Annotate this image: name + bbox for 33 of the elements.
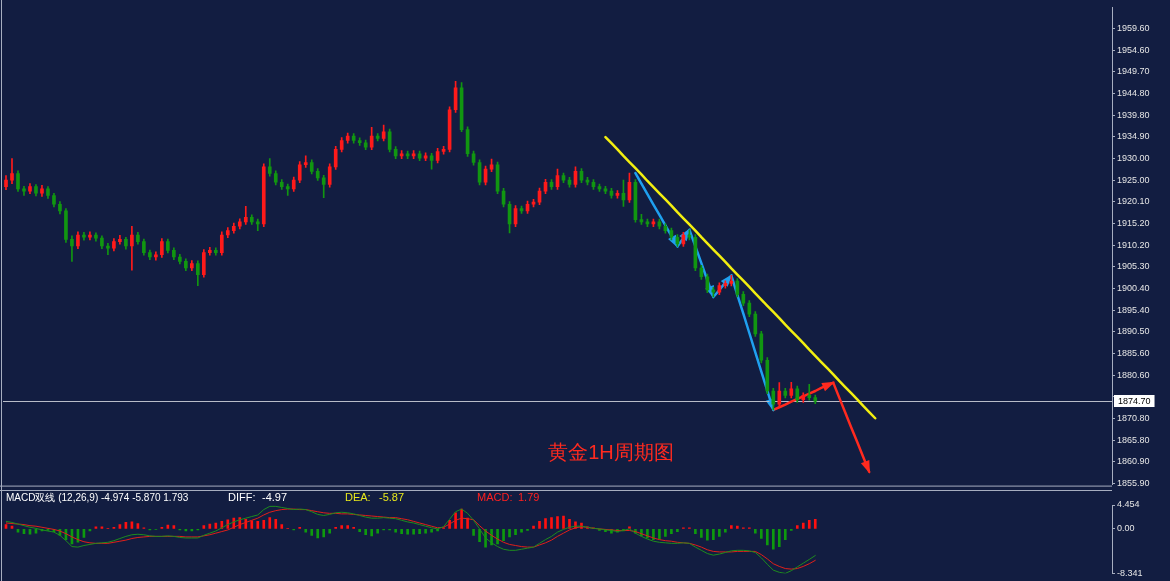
y-tick-label: 1939.80 <box>1117 109 1150 120</box>
y-tick-label: 1895.40 <box>1117 304 1150 315</box>
y-tick-label: 0.00 <box>1117 523 1135 534</box>
y-tick-label: 1949.70 <box>1117 66 1150 77</box>
y-tick-label: 4.454 <box>1117 499 1140 510</box>
y-tick-label: 1855.90 <box>1117 478 1150 489</box>
y-tick-label: 1934.90 <box>1117 131 1150 142</box>
y-tick-label: 1880.60 <box>1117 369 1150 380</box>
y-tick-label: 1925.00 <box>1117 174 1150 185</box>
y-tick-label: 1890.50 <box>1117 326 1150 337</box>
y-tick-label: 1915.20 <box>1117 217 1150 228</box>
text: -4.97 <box>262 491 288 504</box>
y-tick-label: 1905.30 <box>1117 261 1150 272</box>
y-tick-label: 1954.60 <box>1117 44 1150 55</box>
chart-title: MACD双线 (12,26,9) -4.974 -5.870 1.793 <box>6 491 189 503</box>
text: 1.79 <box>518 491 540 504</box>
y-tick-label: 1959.60 <box>1117 22 1150 33</box>
y-tick-label: 1930.00 <box>1117 152 1150 163</box>
ref-line-label: 1874.70 <box>1118 395 1151 406</box>
y-tick-label: 1944.80 <box>1117 87 1150 98</box>
y-tick-label: 1900.40 <box>1117 282 1150 293</box>
text: DIFF: <box>228 491 256 504</box>
y-tick-label: -8.341 <box>1117 568 1143 579</box>
y-tick-label: 1920.10 <box>1117 196 1150 207</box>
text: -5.87 <box>379 491 405 504</box>
y-tick-label: 1910.20 <box>1117 239 1150 250</box>
y-tick-label: 1870.80 <box>1117 412 1150 423</box>
text: DEA: <box>345 491 371 504</box>
y-tick-label: 1885.60 <box>1117 347 1150 358</box>
y-tick-label: 1860.90 <box>1117 456 1150 467</box>
annotation: 黄金1H周期图 <box>548 440 674 463</box>
text: MACD: <box>477 491 513 504</box>
y-tick-label: 1865.80 <box>1117 434 1150 445</box>
